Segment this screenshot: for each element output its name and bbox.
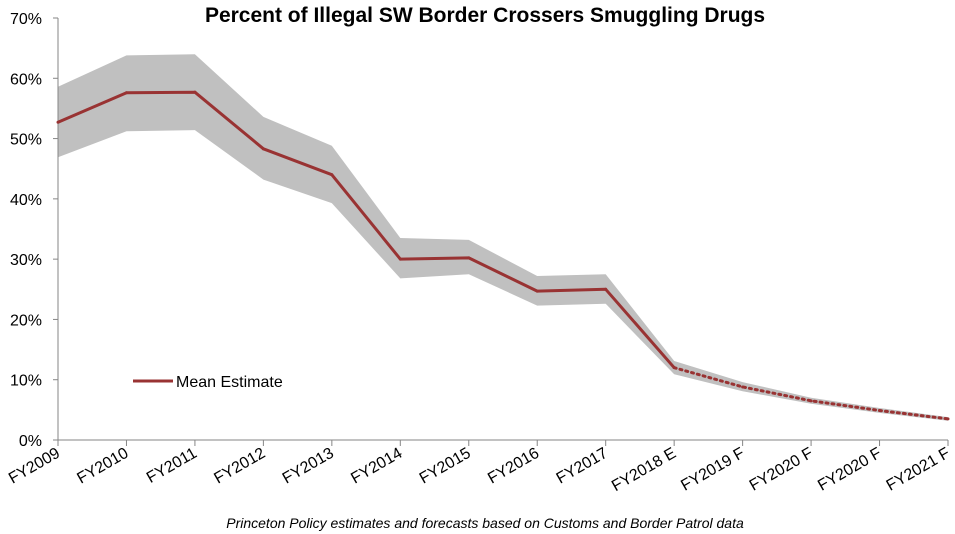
x-tick-label: FY2017 [554,445,611,488]
x-tick-label: FY2016 [485,445,542,488]
legend: Mean Estimate [133,374,283,391]
x-tick-label: FY2019 F [678,445,748,495]
y-tick-label: 40% [10,192,42,209]
data-point [535,289,539,293]
x-tick-label: FY2015 [417,445,474,488]
data-point [946,417,950,421]
x-axis: FY2009 FY2010 FY2011 FY2012 FY2013 FY2014 FY20… [6,439,954,495]
x-tick-label: FY2013 [280,445,337,488]
x-tick-label: FY2012 [211,445,268,488]
y-tick-label: 30% [10,252,42,269]
y-tick-label: 70% [10,11,42,28]
y-tick-label: 0% [19,433,42,450]
x-tick-label: FY2021 F [884,445,954,495]
y-tick-label: 50% [10,132,42,149]
data-point [467,256,471,260]
y-axis: 0% 10% 20% 30% 40% 50% 60% 70% [10,11,59,450]
data-point [124,91,128,95]
series-group [56,90,950,421]
mean-estimate-line [57,90,676,369]
x-tick-label: FY2020 F [815,445,885,495]
data-point [809,399,813,403]
data-point [672,366,676,370]
data-point [56,120,60,124]
x-tick-label: FY2018 E [609,445,679,495]
data-point [604,287,608,291]
x-tick-label: FY2011 [144,445,200,487]
confidence-band-group [58,54,948,421]
y-tick-label: 10% [10,373,42,390]
data-point [398,257,402,261]
y-tick-label: 20% [10,312,42,329]
y-tick-label: 60% [10,71,42,88]
x-tick-label: FY2010 [74,445,131,488]
legend-label: Mean Estimate [176,374,283,391]
chart-caption: Princeton Policy estimates and forecasts… [226,515,744,531]
data-point [193,90,197,94]
data-point [878,408,882,412]
confidence-band [58,54,948,421]
chart-title: Percent of Illegal SW Border Crossers Sm… [205,4,765,27]
data-point [261,147,265,151]
x-tick-label: FY2014 [348,445,405,488]
data-point [330,173,334,177]
x-tick-label: FY2009 [6,445,63,488]
x-tick-label: FY2020 F [747,445,817,495]
data-point [741,385,745,389]
